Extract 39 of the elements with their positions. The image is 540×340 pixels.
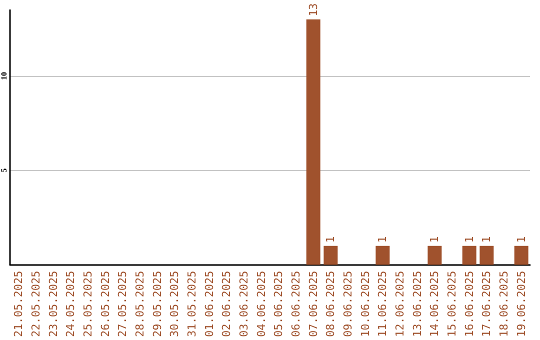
- data-label: 1: [324, 236, 338, 243]
- data-label: 1: [480, 236, 494, 243]
- x-tick-label: 03.06.2025: [238, 270, 250, 338]
- x-tick-label: 30.05.2025: [168, 270, 182, 338]
- x-tick-label: 24.05.2025: [64, 270, 78, 338]
- x-tick-label: 26.05.2025: [98, 270, 112, 338]
- x-tick-label: 04.06.2025: [254, 270, 268, 338]
- data-label: 1: [428, 236, 442, 243]
- x-tick-label: 14.06.2025: [428, 270, 442, 338]
- y-tick-label: 10: [0, 72, 8, 80]
- x-tick-label: 28.05.2025: [134, 270, 146, 338]
- x-tick-label: 13.06.2025: [410, 270, 424, 338]
- x-tick-label: 01.06.2025: [202, 270, 216, 338]
- x-tick-label: 17.06.2025: [480, 270, 494, 338]
- x-tick-label: 15.06.2025: [446, 270, 458, 338]
- x-tick-label: 27.05.2025: [116, 270, 130, 338]
- x-tick-label: 11.06.2025: [376, 270, 390, 338]
- x-tick-label: 18.06.2025: [498, 270, 510, 338]
- x-tick-label: 16.06.2025: [462, 270, 476, 338]
- data-label: 1: [376, 236, 390, 243]
- x-tick-label: 22.05.2025: [30, 270, 42, 338]
- y-tick-label: 5: [0, 168, 8, 172]
- x-tick-label: 02.06.2025: [220, 270, 234, 338]
- x-tick-label: 07.06.2025: [306, 270, 320, 338]
- x-tick-label: 19.06.2025: [514, 270, 528, 338]
- x-tick-label: 05.06.2025: [272, 270, 286, 338]
- data-label: 13: [306, 3, 320, 16]
- x-tick-label: 23.05.2025: [46, 270, 60, 338]
- x-tick-label: 31.05.2025: [186, 270, 198, 338]
- x-tick-label: 12.06.2025: [394, 270, 406, 338]
- data-label: 1: [514, 236, 528, 243]
- x-tick-label: 06.06.2025: [290, 270, 302, 338]
- x-tick-label: 09.06.2025: [342, 270, 354, 338]
- x-tick-label: 10.06.2025: [358, 270, 372, 338]
- x-tick-label: 21.05.2025: [12, 270, 26, 338]
- x-tick-label: 25.05.2025: [82, 270, 94, 338]
- x-tick-label: 29.05.2025: [150, 270, 164, 338]
- data-label: 1: [462, 236, 476, 243]
- x-tick-label: 08.06.2025: [324, 270, 338, 338]
